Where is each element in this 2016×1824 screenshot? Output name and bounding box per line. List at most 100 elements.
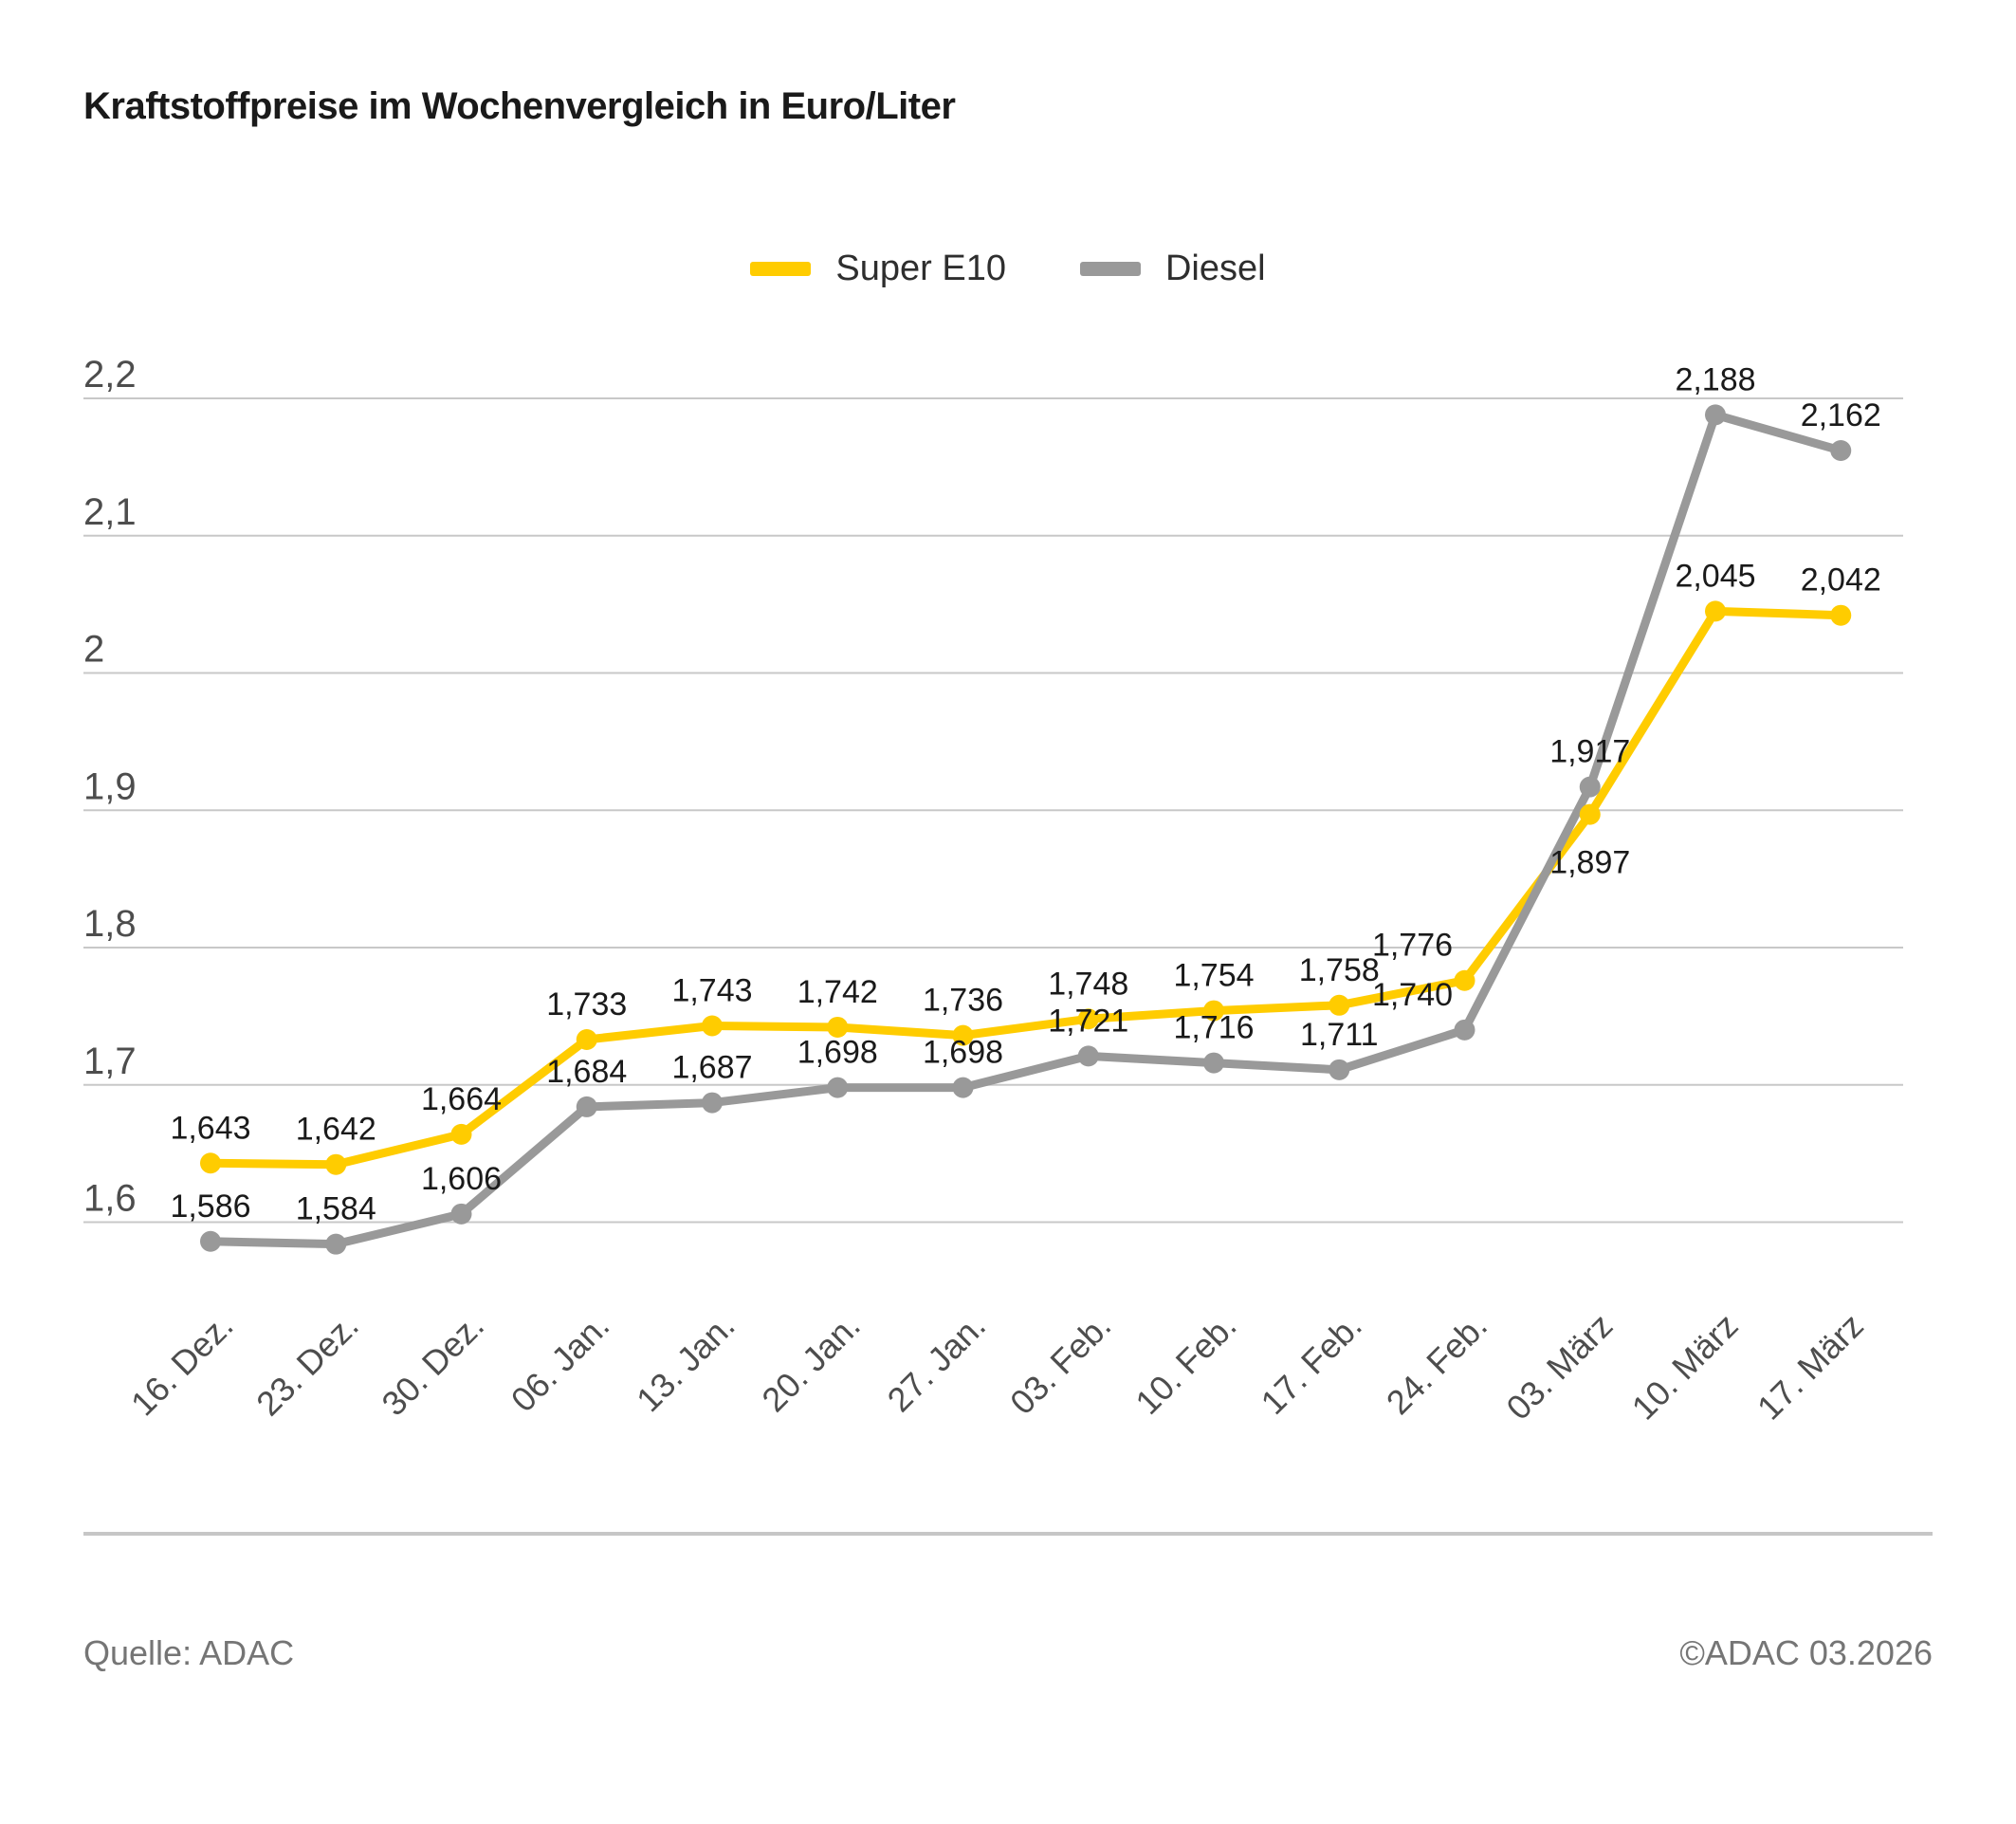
data-point [1705,600,1726,622]
data-point-label: 1,642 [296,1112,376,1148]
x-tick-label: 23. Dez. [248,1306,366,1424]
data-point-label: 1,733 [546,986,627,1023]
series-super-e10 [206,606,1845,1170]
y-tick-label: 2,2 [83,354,137,396]
data-point-label: 1,698 [797,1035,878,1071]
source-credit: Quelle: ADAC [83,1633,295,1672]
x-tick-label: 10. Feb. [1127,1306,1243,1422]
x-tick-label: 20. Jan. [754,1306,868,1420]
data-point-label: 1,917 [1549,734,1630,770]
data-point [702,1015,723,1037]
data-point [576,1096,597,1117]
chart-legend: Super E10 Diesel [0,249,2016,289]
x-tick-label: 03. März [1498,1306,1620,1428]
series-line [206,410,1845,1249]
points-super-e10 [200,600,1852,1175]
legend-label-diesel: Diesel [1164,249,1266,288]
series-line [206,606,1845,1170]
data-point [576,1028,597,1050]
series-diesel [206,410,1845,1249]
data-point [450,1123,472,1145]
data-point-label: 1,721 [1048,1003,1128,1039]
data-point [1830,440,1852,462]
data-point-label: 1,748 [1048,966,1128,1002]
data-point-label: 1,698 [923,1035,1003,1071]
y-tick-label: 1,9 [83,765,137,807]
y-tick-label: 2,1 [83,491,137,533]
data-point-label: 1,740 [1372,977,1453,1013]
points-diesel [200,404,1852,1255]
data-point [702,1092,723,1114]
x-tick-label: 24. Feb. [1379,1306,1494,1422]
data-point [1203,1052,1224,1074]
data-point [1329,994,1350,1016]
y-tick-label: 1,8 [83,903,137,945]
page-title: Kraftstoffpreise im Wochenvergleich in E… [83,85,956,127]
x-tick-label: 17. Feb. [1254,1306,1369,1422]
gridlines [83,397,1903,1224]
data-point [450,1203,472,1225]
data-point-label: 1,643 [170,1110,250,1146]
legend-item-super-e10: Super E10 [750,249,1006,289]
legend-label-super-e10: Super E10 [835,249,1006,288]
data-point-label: 2,162 [1801,397,1881,433]
data-point-label: 1,736 [923,983,1003,1019]
footer-divider [83,1532,1933,1536]
legend-swatch-diesel-icon [1079,262,1141,276]
data-point [325,1153,347,1175]
data-point-label: 1,584 [296,1191,376,1227]
data-point [200,1230,221,1252]
data-point-label: 1,687 [671,1050,752,1086]
data-point-label: 1,711 [1300,1017,1379,1053]
data-point-label: 1,684 [546,1054,627,1090]
data-point [1454,969,1475,991]
y-tick-label: 1,7 [83,1041,137,1082]
data-point-label: 1,754 [1173,958,1254,994]
data-point [1329,1059,1350,1080]
data-point [827,1016,849,1038]
data-point [200,1152,221,1174]
data-point-label: 2,188 [1675,361,1755,397]
y-axis-labels: 2,2 2,1 2 1,9 1,8 1,7 1,6 [83,354,137,1220]
data-point-label: 2,045 [1675,558,1755,594]
x-tick-label: 06. Jan. [504,1306,617,1420]
data-point [1077,1008,1099,1030]
data-point-label: 1,743 [671,973,752,1009]
data-point-label: 1,758 [1299,952,1380,988]
data-point-label: 1,776 [1372,928,1453,964]
y-tick-label: 2 [83,629,104,671]
data-point [952,1077,974,1098]
data-point-label: 2,042 [1801,562,1881,599]
x-tick-label: 27. Jan. [880,1306,994,1420]
data-point-label: 1,606 [421,1161,502,1197]
x-tick-label: 17. März [1750,1306,1871,1428]
x-tick-label: 13. Jan. [629,1306,742,1420]
data-point-label: 1,586 [170,1188,250,1225]
data-point-label: 1,664 [421,1081,502,1117]
x-tick-label: 10. März [1624,1306,1746,1428]
data-point [827,1077,849,1098]
data-point [1203,1000,1224,1022]
y-tick-label: 1,6 [83,1178,137,1220]
data-point-label: 1,716 [1173,1010,1254,1046]
labels-diesel: 1,586 1,584 1,606 1,684 1,687 1,698 1,698 1,721… [170,361,1880,1226]
legend-item-diesel: Diesel [1079,249,1266,289]
data-point [952,1024,974,1046]
data-point [1705,404,1726,426]
x-tick-label: 03. Feb. [1002,1306,1118,1422]
x-tick-label: 16. Dez. [123,1306,241,1424]
data-point-label: 1,897 [1549,845,1630,881]
data-point-label: 1,742 [797,974,878,1010]
data-point [1579,803,1601,825]
x-axis-labels: 16. Dez. 23. Dez. 30. Dez. 06. Jan. 13. Jan.… [123,1306,1871,1428]
data-point [325,1233,347,1255]
data-point [1454,1019,1475,1041]
data-point [1077,1045,1099,1067]
labels-super-e10: 1,643 1,642 1,664 1,733 1,743 1,742 1,736 1,748… [170,558,1880,1147]
legend-swatch-super-e10-icon [750,262,812,276]
x-tick-label: 30. Dez. [374,1306,491,1424]
data-point [1579,776,1601,798]
copyright-notice: ©ADAC 03.2026 [1679,1633,1933,1672]
